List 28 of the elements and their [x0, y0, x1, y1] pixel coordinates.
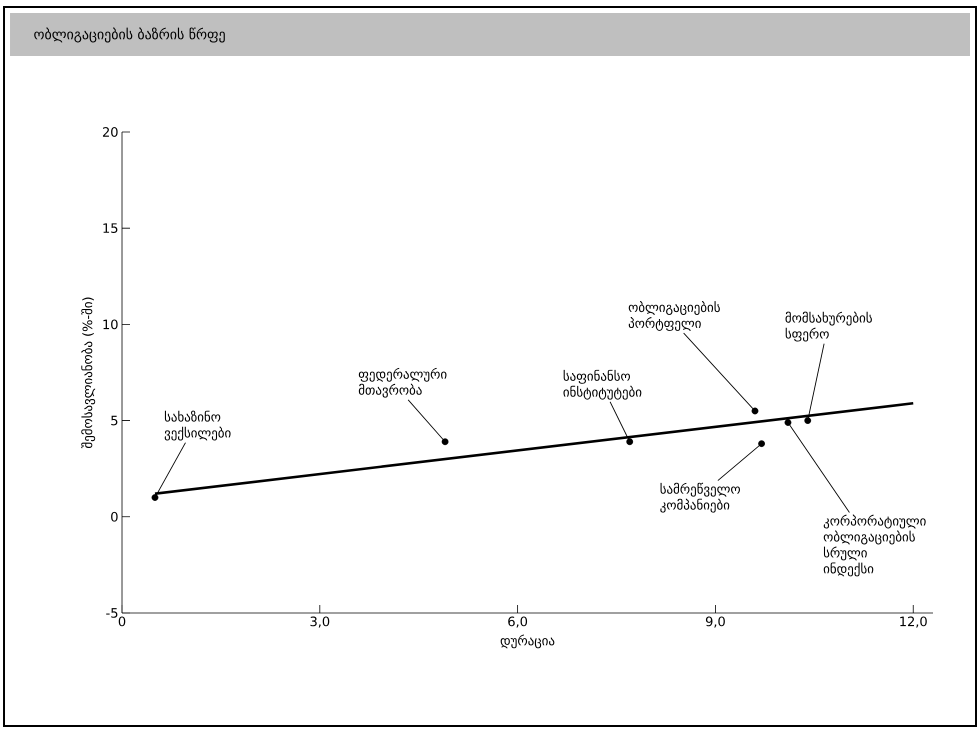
x-tick-label: 3,0: [310, 616, 330, 628]
y-tick-label: 0: [111, 512, 118, 522]
point: [784, 419, 792, 426]
x-tick-label: 6,0: [508, 616, 528, 628]
point: [758, 440, 765, 448]
x-axis-title: დურაცია: [500, 634, 554, 648]
y-tick-label: 5: [111, 416, 118, 426]
annotation: მომსახურების სფერო: [786, 312, 872, 342]
point: [752, 408, 758, 414]
point: [152, 494, 158, 501]
chart-title: ობლიგაციების ბაზრის წრფე: [34, 28, 225, 42]
y-tick-label: 20: [102, 127, 118, 137]
y-tick-label: 15: [103, 223, 118, 233]
x-tick-label: 0: [118, 616, 126, 626]
annotation: სამრეწველო კომპანიები: [660, 482, 740, 513]
annotation: ობლიგაციების პორტფელი: [628, 301, 720, 331]
y-tick-label: -5: [106, 608, 118, 618]
annotation: სახაზინო ვექსილები: [164, 410, 231, 440]
x-tick-label: 9,0: [706, 616, 725, 628]
point: [804, 417, 812, 424]
x-tick-label: 12,0: [900, 616, 927, 628]
point: [626, 438, 634, 446]
annotation: ფედერალური მთავრობა: [358, 368, 446, 398]
y-tick-label: 10: [103, 319, 118, 330]
annotation: საფინანსო ინსტიტუტები: [563, 370, 642, 400]
point: [442, 438, 448, 446]
annotation: კორპორატიული ობლიგაციების სრული ინდექსი: [824, 514, 926, 576]
y-axis-title: შემოსავლიანობა (%-ში): [81, 298, 96, 448]
